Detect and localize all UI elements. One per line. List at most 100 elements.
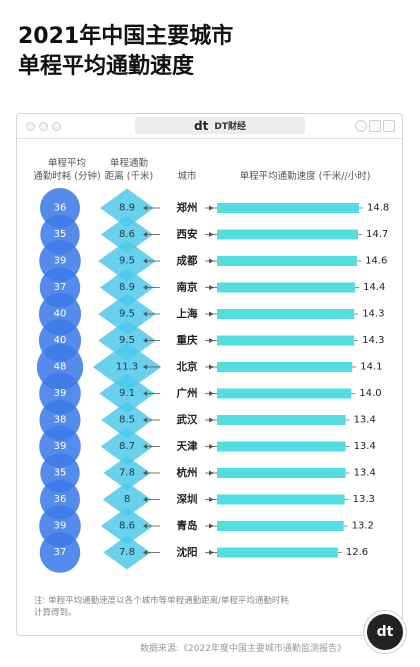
bar-connector-arrow-icon: [209, 338, 214, 343]
connector-arrow-icon: [143, 470, 147, 476]
speed-label: 14.8: [367, 203, 389, 214]
footnote: 注: 单程平均通勤速度以各个城市等单程通勤距离/单程平均通勤时耗 计算得到。: [34, 595, 354, 619]
city-label: 南京: [177, 281, 198, 294]
commute-distance-diamond: [100, 507, 154, 545]
bar-connector-arrow-icon: [209, 364, 214, 370]
commute-time-label: 39: [54, 388, 67, 399]
commute-distance-label: 8: [124, 494, 130, 505]
commute-distance-label: 8.5: [119, 415, 135, 426]
commute-distance-diamond: [98, 319, 156, 362]
commute-distance-label: 8.9: [119, 282, 135, 293]
speed-label: 14.7: [366, 229, 388, 240]
speed-bar: [217, 203, 359, 213]
commute-time-label: 40: [54, 335, 67, 346]
commute-time-label: 37: [54, 282, 67, 293]
city-label: 成都: [177, 254, 198, 267]
commute-distance-diamond: [92, 342, 162, 392]
city-label: 杭州: [177, 466, 198, 479]
bar-connector-arrow-icon: [209, 311, 214, 317]
bar-connector-arrow-icon: [209, 205, 214, 211]
connector-arrow-icon: [143, 364, 147, 370]
speed-bar: [217, 521, 344, 531]
commute-time-label: 35: [54, 468, 67, 479]
dt-brand-badge-icon: dt: [367, 614, 403, 650]
speed-label: 14.6: [365, 256, 387, 267]
bar-connector-arrow-icon: [209, 258, 214, 264]
commute-distance-label: 9.5: [119, 256, 135, 267]
commute-distance-diamond: [101, 401, 153, 439]
commute-distance-label: 7.8: [119, 547, 135, 558]
commute-time-label: 48: [54, 362, 67, 373]
connector-arrow-icon: [143, 205, 147, 211]
city-label: 广州: [177, 387, 198, 400]
connector-arrow-icon: [143, 285, 147, 290]
speed-bar: [217, 494, 345, 505]
header-distance-line-1: 单程通勤: [109, 158, 148, 169]
speed-bar: [217, 309, 355, 319]
speed-label: 13.4: [354, 468, 376, 479]
commute-time-label: 39: [54, 256, 67, 267]
speed-bar: [217, 415, 346, 425]
bar-connector-arrow-icon: [209, 417, 214, 423]
city-label: 重庆: [177, 334, 198, 347]
chart-title: 2021年中国主要城市 单程平均通勤速度: [18, 22, 233, 82]
connector-arrow-icon: [143, 550, 147, 555]
bar-connector-arrow-icon: [209, 550, 214, 555]
header-commute-distance: 单程通勤 距离 (千米): [96, 157, 162, 183]
commute-time-label: 40: [54, 309, 67, 320]
speed-label: 14.0: [359, 388, 381, 399]
data-source: 数据来源:《2022年度中国主要城市通勤监测报告》: [140, 644, 346, 654]
header-speed: 单程平均通勤速度 (千米//小时): [239, 171, 371, 182]
commute-distance-label: 9.1: [119, 388, 135, 399]
speed-label: 13.3: [353, 494, 375, 505]
bar-connector-arrow-icon: [209, 497, 214, 502]
header-time-line-2: 通勤时耗 (分钟): [33, 171, 101, 182]
speed-bar: [217, 547, 338, 558]
city-label: 沈阳: [177, 546, 198, 559]
commute-distance-diamond: [100, 427, 154, 466]
window-close-icon: [383, 120, 395, 132]
window-dot-icon: [39, 122, 48, 131]
speed-bar: [217, 388, 352, 399]
commute-time-label: 39: [54, 521, 67, 532]
connector-arrow-icon: [143, 258, 147, 264]
speed-label: 14.3: [362, 335, 384, 346]
city-label: 深圳: [177, 493, 198, 506]
footnote-line-1: 注: 单程平均通勤速度以各个城市等单程通勤距离/单程平均通勤时耗: [34, 596, 289, 606]
window-restore-icon: [369, 120, 381, 132]
connector-arrow-icon: [143, 311, 147, 317]
commute-distance-label: 8.7: [119, 441, 135, 452]
header-time-line-1: 单程平均: [47, 158, 86, 169]
commute-distance-label: 8.6: [119, 521, 135, 532]
city-label: 武汉: [177, 413, 198, 426]
commute-time-label: 37: [54, 547, 67, 558]
speed-label: 14.4: [363, 282, 385, 293]
commute-distance-diamond: [98, 293, 156, 335]
commute-distance-diamond: [103, 455, 151, 491]
commute-distance-label: 8.6: [119, 229, 135, 240]
commute-distance-diamond: [100, 188, 154, 228]
speed-bar: [217, 468, 346, 478]
bar-connector-arrow-icon: [209, 444, 214, 449]
commute-distance-diamond: [102, 482, 152, 517]
city-label: 上海: [177, 307, 198, 320]
connector-arrow-icon: [143, 338, 147, 343]
commute-distance-label: 9.5: [119, 309, 135, 320]
speed-label: 14.1: [360, 362, 382, 373]
header-city: 城市: [177, 171, 197, 182]
connector-arrow-icon: [143, 391, 147, 396]
commute-time-label: 36: [54, 494, 67, 505]
bar-connector-arrow-icon: [209, 232, 214, 237]
speed-bar: [217, 282, 356, 293]
commute-time-label: 38: [54, 415, 67, 426]
connector-arrow-icon: [143, 232, 147, 237]
bar-connector-arrow-icon: [209, 523, 214, 529]
commute-time-bubble: [39, 532, 81, 573]
speed-bar: [217, 229, 359, 240]
footnote-line-2: 计算得到。: [34, 608, 77, 618]
speed-label: 13.4: [354, 415, 376, 426]
connector-arrow-icon: [143, 497, 147, 502]
speed-bar: [217, 256, 358, 266]
window-dot-icon: [52, 122, 61, 131]
